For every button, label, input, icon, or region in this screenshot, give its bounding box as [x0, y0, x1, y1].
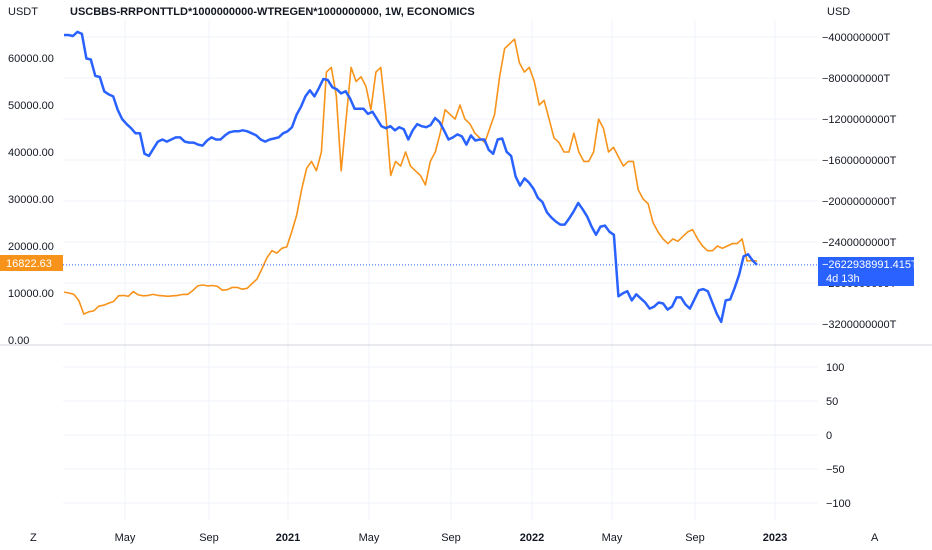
left-price-badge: 16822.63 — [0, 255, 63, 271]
axes: May Sep 2021 May Sep 2022 May Sep 2023 60000.00 50… — [8, 32, 897, 544]
right-y-tick-label: −2000000000T — [822, 196, 897, 208]
osc-y-tick-label: −100 — [826, 498, 851, 510]
left-y-tick-label: 0.00 — [8, 335, 29, 347]
series-group — [63, 30, 818, 324]
chart-title: USCBBS-RRPONTTLD*1000000000-WTREGEN*1000… — [70, 6, 475, 18]
osc-y-tick-label: −50 — [826, 464, 845, 476]
x-tick-label: 2021 — [276, 532, 300, 544]
orange-series-line — [63, 38, 758, 315]
left-y-tick-label: 50000.00 — [8, 100, 54, 112]
right-unit-label: USD — [827, 6, 850, 18]
left-y-tick-label: 40000.00 — [8, 147, 54, 159]
right-y-tick-label: −400000000T — [822, 32, 890, 44]
left-y-tick-label: 20000.00 — [8, 241, 54, 253]
right-y-tick-label: −800000000T — [822, 73, 890, 85]
right-y-tick-label: −2400000000T — [822, 237, 897, 249]
left-y-tick-label: 10000.00 — [8, 288, 54, 300]
auto-scale-button-icon[interactable]: A — [871, 532, 879, 544]
osc-y-tick-label: 50 — [826, 396, 838, 408]
zoom-button-icon[interactable]: Z — [30, 532, 37, 544]
x-tick-label: May — [602, 532, 623, 544]
right-price-badge-text: −2622938991.415T — [822, 259, 918, 271]
x-tick-label: Sep — [685, 532, 705, 544]
x-tick-label: May — [359, 532, 380, 544]
left-price-badge-text: 16822.63 — [6, 258, 52, 270]
left-y-tick-label: 60000.00 — [8, 53, 54, 65]
right-y-tick-label: −1600000000T — [822, 155, 897, 167]
left-y-tick-label: 30000.00 — [8, 194, 54, 206]
right-price-badge-countdown: 4d 13h — [826, 273, 860, 285]
osc-y-tick-label: 0 — [826, 430, 832, 442]
x-tick-label: Sep — [199, 532, 219, 544]
right-price-badge: −2622938991.415T 4d 13h — [818, 257, 918, 286]
x-tick-label: Sep — [441, 532, 461, 544]
blue-series-line — [64, 30, 758, 324]
grid — [63, 20, 818, 520]
x-tick-label: 2022 — [520, 532, 544, 544]
x-tick-label: 2023 — [763, 532, 787, 544]
right-y-tick-label: −1200000000T — [822, 114, 897, 126]
x-tick-label: May — [115, 532, 136, 544]
left-unit-label: USDT — [8, 6, 38, 18]
right-y-tick-label: −3200000000T — [822, 319, 897, 331]
osc-y-tick-label: 100 — [826, 362, 844, 374]
